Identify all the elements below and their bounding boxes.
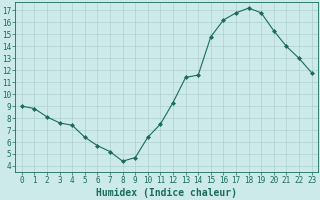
X-axis label: Humidex (Indice chaleur): Humidex (Indice chaleur) bbox=[96, 188, 237, 198]
